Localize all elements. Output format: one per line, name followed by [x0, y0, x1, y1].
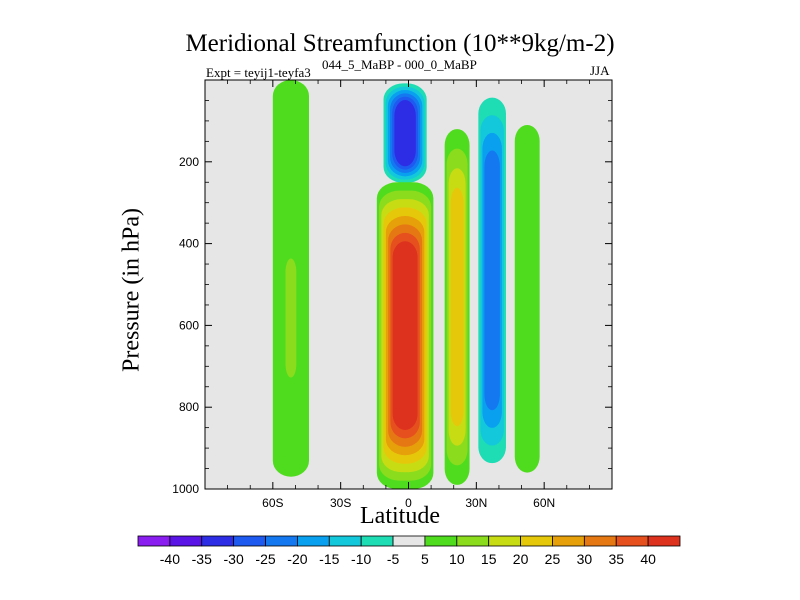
colorbar-label: -10	[351, 551, 371, 567]
y-tick-label: 1000	[172, 482, 199, 496]
x-tick-label: 0	[405, 496, 412, 510]
colorbar-label: -15	[319, 551, 339, 567]
streamfunction-band-2-1	[324, 190, 355, 469]
colorbar-label: -25	[255, 551, 275, 567]
colorbar-swatch	[297, 535, 330, 547]
colorbar-label: 10	[449, 551, 465, 567]
colorbar-swatch	[647, 535, 681, 547]
colorbar-swatch	[360, 535, 394, 547]
colorbar-swatch	[169, 535, 203, 547]
colorbar-swatch	[583, 535, 617, 547]
streamfunction-band-5-4	[450, 187, 464, 427]
x-tick-label: 60S	[262, 496, 283, 510]
streamfunction-band-3-7	[394, 100, 416, 167]
colorbar-label: 25	[545, 551, 561, 567]
colorbar-label: 15	[481, 551, 497, 567]
colorbar-swatch	[265, 535, 298, 547]
colorbar-swatch	[456, 535, 490, 547]
x-tick-label: 60N	[533, 496, 555, 510]
x-tick-label: 30S	[330, 496, 351, 510]
colorbar-label: -5	[387, 551, 400, 567]
chart-title: Meridional Streamfunction (10**9kg/m-2)	[185, 30, 615, 57]
y-tick-label: 600	[179, 318, 199, 332]
colorbar-swatch	[520, 535, 553, 547]
colorbar-label: -20	[287, 551, 307, 567]
period-label: 044_5_MaBP - 000_0_MaBP	[322, 57, 477, 72]
streamfunction-band-7-1	[514, 124, 540, 473]
colorbar-label: 20	[513, 551, 529, 567]
colorbar-swatch	[137, 535, 171, 547]
streamfunction-band-4-8	[392, 241, 418, 430]
colorbar-swatch	[233, 535, 266, 547]
season-label: JJA	[590, 63, 610, 78]
x-tick-label: 30N	[465, 496, 487, 510]
colorbar-label: -40	[160, 551, 180, 567]
colorbar-swatch	[488, 535, 521, 547]
colorbar-label: 35	[608, 551, 624, 567]
colorbar-label: -30	[224, 551, 244, 567]
y-tick-label: 400	[179, 237, 199, 251]
colorbar-swatch	[424, 535, 458, 547]
colorbar-label: 5	[421, 551, 429, 567]
colorbar-label: 30	[577, 551, 593, 567]
colorbar-swatch	[328, 535, 362, 547]
y-tick-label: 200	[179, 155, 199, 169]
experiment-label: Expt = teyij1-teyfa3	[206, 65, 311, 80]
colorbar-swatch	[615, 535, 649, 547]
x-axis-label: Latitude	[360, 503, 440, 529]
colorbar-label: 40	[640, 551, 656, 567]
colorbar-swatch	[552, 535, 585, 547]
streamfunction-band-6-5	[484, 150, 500, 411]
colorbar-swatch	[201, 535, 235, 547]
colorbar-label: -35	[192, 551, 212, 567]
y-tick-label: 800	[179, 400, 199, 414]
streamfunction-core-1	[285, 258, 297, 378]
colorbar-swatch	[392, 535, 426, 547]
